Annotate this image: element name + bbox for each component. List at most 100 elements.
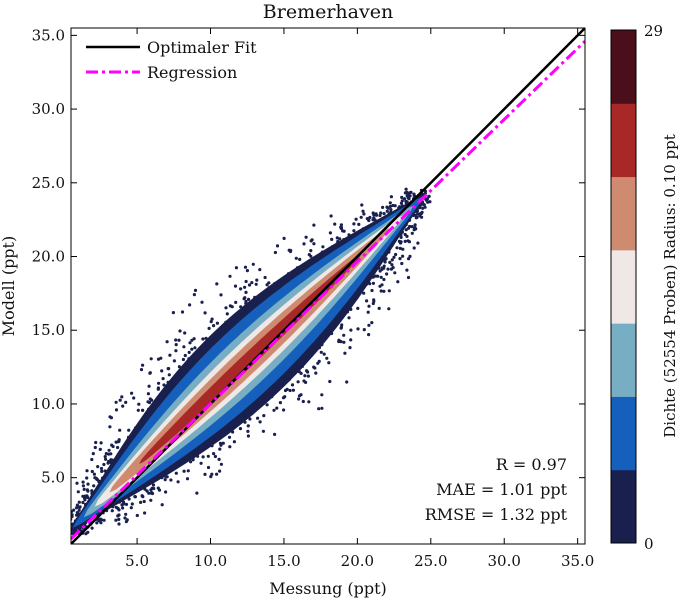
scatter-point [387, 307, 391, 311]
scatter-point [302, 242, 306, 246]
scatter-point [382, 289, 386, 293]
scatter-point [408, 194, 412, 198]
scatter-point [339, 225, 343, 229]
scatter-point [90, 457, 94, 462]
scatter-point [199, 461, 203, 465]
scatter-point [370, 321, 374, 325]
scatter-point [164, 490, 168, 494]
scatter-point [85, 469, 89, 473]
scatter-point [403, 232, 407, 237]
scatter-point [371, 281, 375, 285]
scatter-point [99, 441, 103, 445]
scatter-point [261, 429, 265, 433]
scatter-point [174, 471, 178, 475]
scatter-point [374, 213, 379, 217]
y-axis-ticks: 5.0 10.0 15.0 20.0 25.0 30.0 35.0 [32, 26, 585, 487]
scatter-point [382, 212, 386, 216]
scatter-point [219, 293, 223, 297]
colorbar [611, 30, 636, 544]
scatter-point [233, 284, 238, 288]
scatter-point [378, 213, 382, 218]
colorbar-max-label: 29 [644, 22, 663, 40]
colorbar-label: Dichte (52554 Proben) Radius: 0.10 ppt [661, 134, 679, 438]
scatter-point [129, 506, 133, 510]
scatter-point [390, 263, 394, 267]
scatter-point [207, 326, 211, 330]
scatter-point [212, 324, 216, 328]
stat-r: R = 0.97 [496, 455, 567, 474]
scatter-point [342, 229, 346, 233]
scatter-point [188, 303, 192, 307]
scatter-point [187, 350, 191, 354]
scatter-point [305, 369, 309, 373]
scatter-point [399, 201, 403, 205]
scatter-point [379, 211, 383, 215]
scatter-point [239, 287, 243, 291]
scatter-point [203, 311, 207, 315]
scatter-point [132, 396, 136, 400]
scatter-point [67, 528, 70, 531]
y-axis-label: Modell (ppt) [0, 236, 18, 336]
scatter-point [420, 215, 424, 219]
scatter-point [107, 452, 111, 456]
scatter-point [337, 338, 341, 342]
scatter-point [385, 272, 389, 276]
scatter-point [91, 452, 95, 456]
scatter-point [379, 289, 383, 293]
scatter-point [423, 205, 427, 209]
scatter-point [141, 363, 145, 367]
scatter-point [215, 282, 219, 286]
density-level-5 [139, 253, 362, 464]
scatter-point [190, 338, 194, 342]
scatter-point [401, 247, 405, 251]
scatter-point [77, 500, 81, 504]
scatter-point [130, 391, 134, 395]
scatter-point [181, 357, 185, 362]
scatter-point [307, 400, 311, 404]
scatter-point [104, 457, 108, 461]
scatter-point [172, 359, 176, 363]
scatter-point [254, 282, 258, 286]
scatter-point [212, 452, 216, 456]
scatter-point [81, 484, 85, 488]
scatter-point [167, 373, 171, 377]
scatter-point [160, 503, 164, 507]
scatter-point [406, 275, 411, 280]
scatter-point [343, 351, 347, 355]
scatter-point [188, 341, 192, 345]
scatter-point [77, 508, 81, 512]
y-tick-label: 25.0 [32, 174, 65, 192]
legend: Optimaler Fit Regression [86, 38, 257, 82]
scatter-point [329, 214, 333, 218]
scatter-point [256, 416, 260, 420]
scatter-point [174, 338, 178, 342]
scatter-point [221, 441, 225, 445]
scatter-point [357, 222, 361, 226]
scatter-point [108, 425, 112, 429]
scatter-point [396, 280, 400, 284]
scatter-point [206, 465, 211, 470]
scatter-point [139, 368, 144, 372]
scatter-point [86, 482, 90, 486]
scatter-point [180, 310, 185, 314]
scatter-point [275, 244, 280, 248]
scatter-point [309, 249, 313, 253]
colorbar-band [611, 249, 636, 324]
scatter-point [92, 484, 96, 488]
scatter-point [98, 517, 103, 521]
scatter-point [149, 488, 153, 492]
stat-mae: MAE = 1.01 ppt [436, 480, 567, 499]
scatter-point [96, 465, 100, 469]
scatter-point [141, 495, 145, 499]
scatter-point [405, 194, 409, 198]
scatter-point [379, 275, 383, 279]
scatter-point [147, 384, 151, 388]
scatter-point [98, 447, 102, 451]
scatter-point [255, 278, 259, 282]
scatter-point [107, 448, 111, 452]
scatter-point [244, 290, 248, 294]
scatter-point [127, 428, 131, 432]
scatter-point [296, 380, 300, 384]
scatter-point [400, 199, 404, 203]
scatter-point [203, 472, 207, 476]
